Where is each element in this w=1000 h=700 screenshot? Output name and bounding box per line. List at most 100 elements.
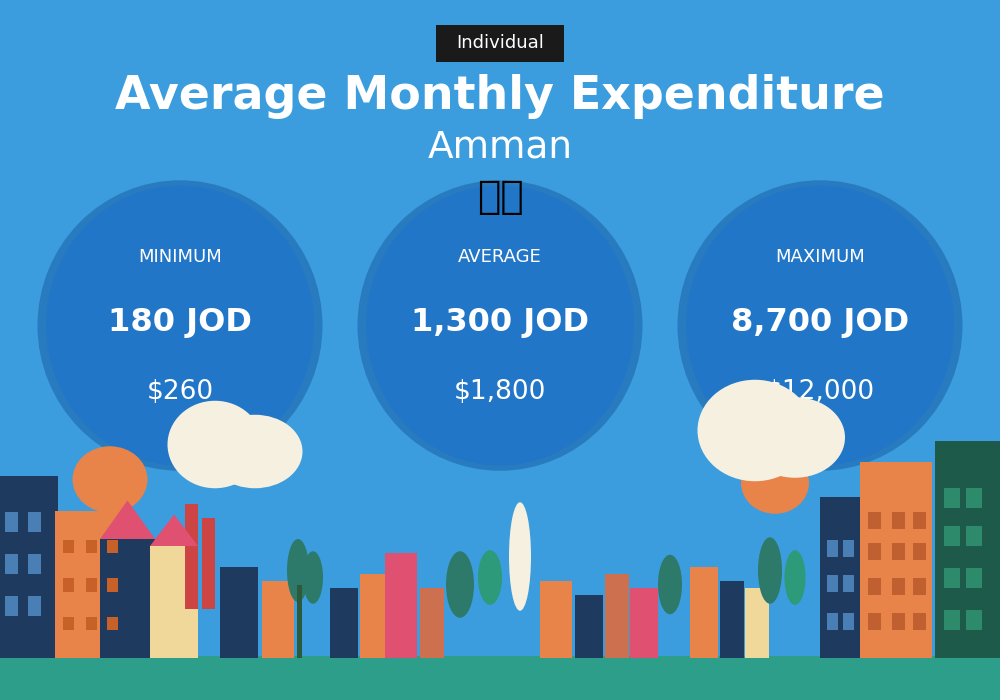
Text: AVERAGE: AVERAGE [458,248,542,266]
Text: $12,000: $12,000 [765,379,875,405]
Ellipse shape [509,503,531,610]
Text: $1,800: $1,800 [454,379,546,405]
Bar [827,540,838,557]
Bar [540,581,572,658]
Ellipse shape [446,552,474,618]
Bar [0,476,58,658]
Bar [420,588,444,658]
Bar [5,512,18,532]
Bar [330,588,358,658]
Ellipse shape [678,180,962,470]
Bar [868,613,881,630]
Ellipse shape [658,554,682,615]
Bar [827,613,838,630]
Bar [860,462,932,658]
Ellipse shape [46,186,314,466]
Bar [944,526,960,546]
Bar [630,588,658,658]
Bar [107,617,118,630]
Bar [868,512,881,528]
Bar [202,518,215,609]
Text: Individual: Individual [456,34,544,52]
Bar [913,578,926,595]
Bar [966,568,982,588]
Bar [966,610,982,630]
Bar [220,567,258,658]
Ellipse shape [745,398,845,477]
Bar [966,488,982,508]
Bar [575,595,603,658]
Bar [100,539,155,658]
Bar [605,574,629,658]
Bar [0,656,1000,700]
Bar [86,540,97,553]
Bar [107,578,118,592]
Text: 180 JOD: 180 JOD [108,307,252,337]
Bar [868,578,881,595]
Bar [843,540,854,557]
Bar [296,584,302,658]
Bar [86,578,97,592]
Bar [913,613,926,630]
Text: MAXIMUM: MAXIMUM [775,248,865,266]
Bar [5,554,18,574]
Bar [868,543,881,560]
Ellipse shape [287,539,309,602]
Bar [843,575,854,592]
Bar [690,567,718,658]
Bar [966,526,982,546]
Ellipse shape [686,186,954,466]
Bar [720,581,744,658]
Text: Amman: Amman [428,129,572,165]
FancyBboxPatch shape [436,25,564,62]
Bar [892,613,905,630]
Bar [944,488,960,508]
Text: 1,300 JOD: 1,300 JOD [411,307,589,337]
Text: $260: $260 [146,379,214,405]
Ellipse shape [168,400,262,489]
Bar [185,504,198,609]
Bar [28,596,41,616]
Bar [63,617,74,630]
Bar [892,512,905,528]
Bar [5,596,18,616]
Bar [935,441,1000,658]
Ellipse shape [478,550,502,605]
Text: Average Monthly Expenditure: Average Monthly Expenditure [115,74,885,119]
Ellipse shape [208,414,302,489]
Bar [63,578,74,592]
Bar [843,613,854,630]
Text: 🇯🇴: 🇯🇴 [477,178,523,216]
Bar [913,512,926,528]
Ellipse shape [72,447,148,512]
Text: MINIMUM: MINIMUM [138,248,222,266]
Ellipse shape [358,180,642,470]
Bar [820,497,862,658]
Bar [63,540,74,553]
Bar [86,617,97,630]
Ellipse shape [741,452,809,514]
Bar [385,553,417,658]
Bar [892,543,905,560]
Bar [55,511,120,658]
Bar [827,575,838,592]
Text: 8,700 JOD: 8,700 JOD [731,307,909,337]
Bar [262,581,294,658]
Bar [28,554,41,574]
Bar [745,588,769,658]
Polygon shape [150,514,198,546]
Ellipse shape [784,550,806,605]
Bar [944,568,960,588]
Bar [28,512,41,532]
Polygon shape [100,500,155,539]
Ellipse shape [366,186,634,466]
Bar [107,540,118,553]
Bar [150,546,198,658]
Ellipse shape [758,538,782,603]
Ellipse shape [38,180,322,470]
Bar [913,543,926,560]
Bar [944,610,960,630]
Ellipse shape [698,379,812,482]
Bar [360,574,385,658]
Ellipse shape [303,552,323,603]
